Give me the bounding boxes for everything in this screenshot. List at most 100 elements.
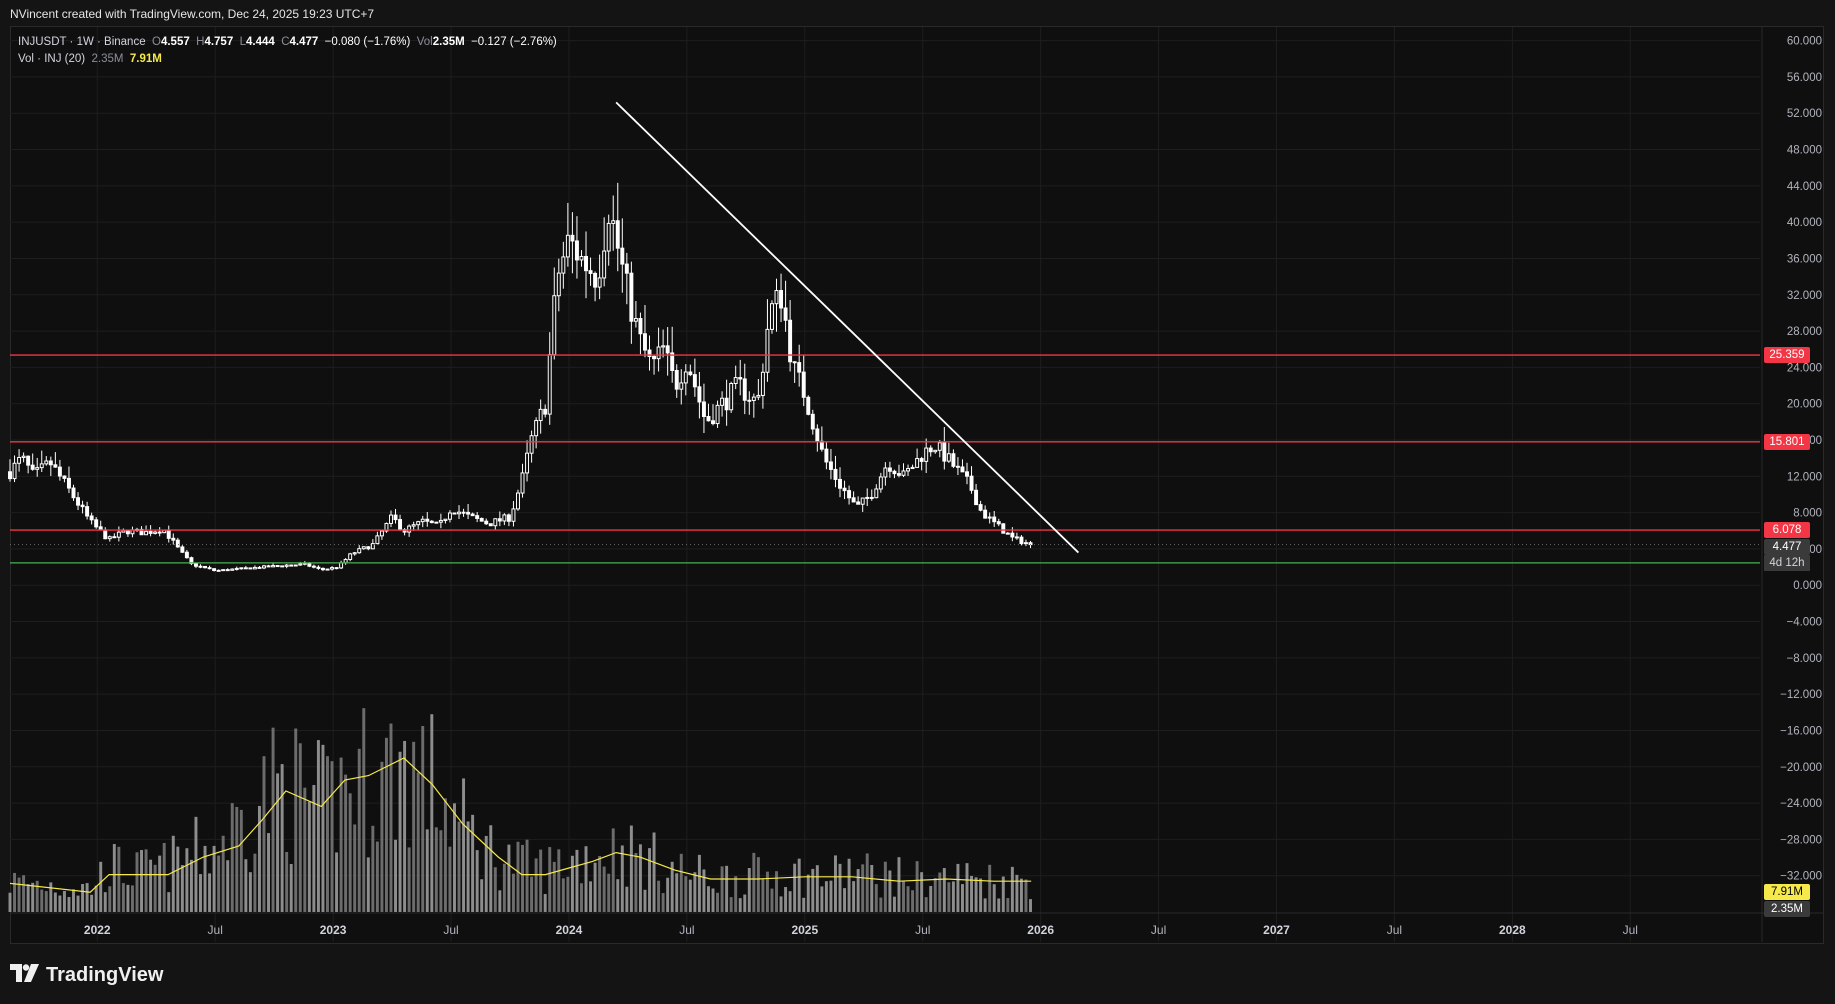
volume-bar [1015,874,1019,912]
candle-body [116,531,121,538]
candle-body [756,394,761,398]
candle-body [606,222,611,252]
candle-body [937,442,942,451]
candle-body [851,497,856,503]
volume-bar [652,832,656,912]
volume-bar [366,857,370,912]
candle-body [429,520,434,524]
candle-body [597,277,602,288]
volume-bar [389,723,393,912]
symbol-label: INJUSDT · 1W · Binance [18,36,146,48]
candle-body [942,442,947,462]
volume-bar [911,890,915,912]
volume-bar [666,877,670,912]
volume-bar [979,878,983,912]
volume-bar [267,833,271,912]
volume-bar [1001,876,1005,912]
candle-body [561,256,566,274]
candle-body [556,272,561,297]
candle-body [652,356,657,360]
candle-body [547,354,552,415]
low-label: L [239,36,247,48]
candle-body [334,567,339,570]
candle-body [615,220,620,249]
candle-body [978,504,983,511]
y-tick-label: 24.000 [1787,362,1822,374]
y-tick-label: 12.000 [1787,471,1822,483]
volume-bar [861,864,865,912]
candle-body [461,511,466,514]
candle-body [760,371,765,396]
volume-bar [552,861,556,912]
candle-body [320,567,325,571]
volume-bar [53,892,57,912]
volume-bar [942,868,946,912]
candle-body [352,552,357,555]
close-value: 4.477 [289,36,319,48]
y-tick-label: 20.000 [1787,399,1822,411]
candle-body [207,567,212,570]
candle-body [393,514,398,521]
volume-bar [920,872,924,912]
level-badge: 25.359 [1764,347,1810,364]
candle-body [71,487,76,499]
candle-body [457,511,461,515]
volume-bar [439,830,443,912]
vol-value: 2.35M [432,36,465,48]
volume-bar [203,845,207,912]
candle-body [62,475,67,479]
volume-bar [153,864,157,912]
volume-bar [339,757,343,912]
chart-frame[interactable] [10,26,1824,944]
volume-bar [738,898,742,912]
candle-body [57,466,62,477]
volume-bar [384,737,388,912]
volume-bar [625,886,629,912]
y-tick-label: 0.000 [1793,580,1822,592]
candle-body [479,517,484,522]
candle-body [629,272,634,322]
volume-bar [602,866,606,912]
volume-bar [262,756,266,912]
volume-bar [702,869,706,912]
candle-body [779,290,784,309]
volume-bar [883,861,887,912]
volume-bar [72,889,75,912]
candle-body [125,529,130,535]
candle-body [76,497,81,506]
volume-bar [26,884,30,912]
candle-body [184,551,189,559]
volume-bar [824,881,828,912]
candle-body [166,529,171,539]
vol-label: Vol [416,36,433,48]
y-tick-label: 8.000 [1793,508,1822,520]
candle-body [715,404,720,425]
candle-body [307,562,312,567]
candle-body [828,461,833,470]
volume-bar [870,865,874,912]
grid-lines [10,27,1824,942]
volume-bar [394,839,397,912]
volume-bar [688,879,692,912]
x-tick-label: Jul [443,923,458,937]
volume-bar [13,872,17,912]
volume-bar [189,859,193,912]
candle-body [570,234,575,242]
candle-body [175,539,180,548]
volume-bar [933,878,937,912]
chart-legend: INJUSDT · 1W · Binance O4.557 H4.757 L4.… [18,34,557,68]
candle-body [153,531,158,534]
volume-bar [330,761,334,912]
volume-bar [557,849,561,912]
candle-body [910,466,915,470]
candle-body [148,530,153,534]
candle-body [516,492,520,510]
volume-bar [802,897,806,912]
volume-bar [307,801,311,912]
candle-body [375,535,380,545]
candle-body [806,396,811,415]
volume-bar [548,847,552,912]
candle-body [711,420,715,425]
candle-body [874,488,879,499]
